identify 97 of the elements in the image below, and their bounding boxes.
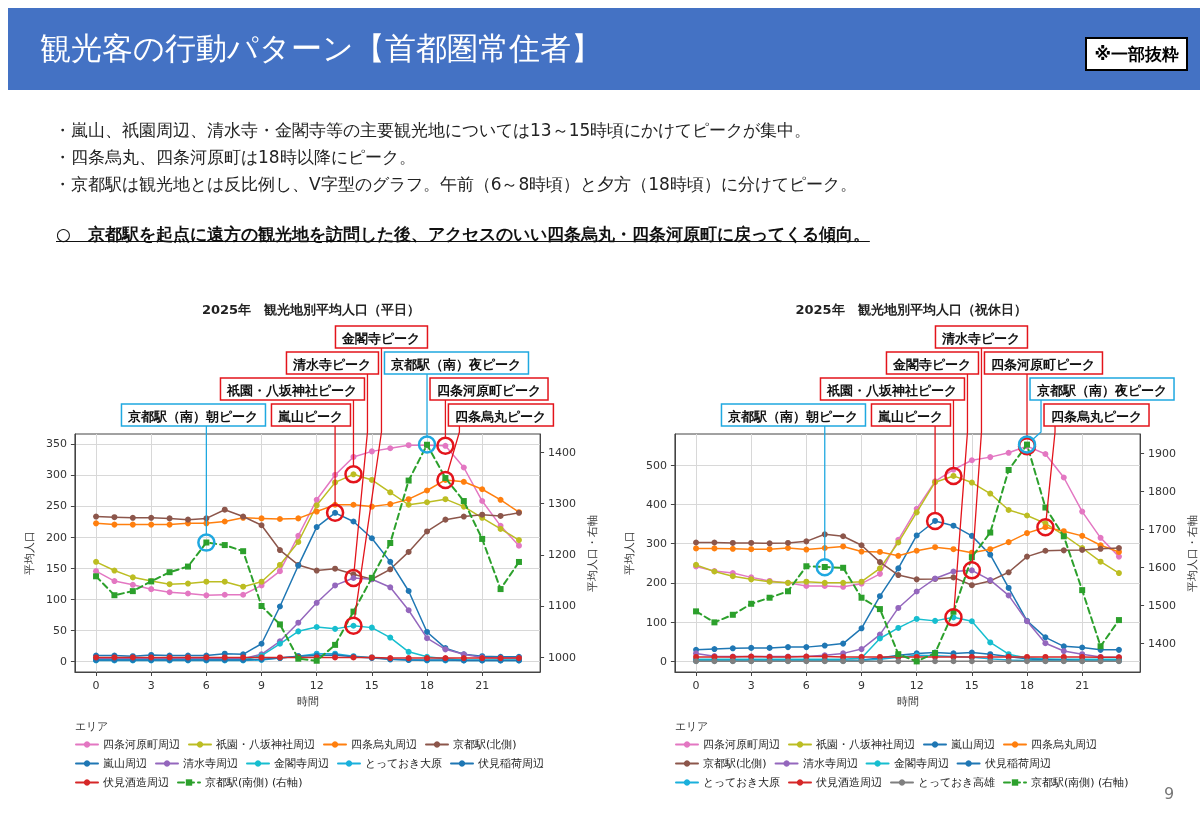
legend-label: 京都駅(南側) (右軸) [1031, 776, 1129, 789]
annotation: 清水寺ピーク [941, 330, 1021, 346]
annotation: 京都駅（南）朝ピーク [127, 408, 259, 424]
text: ※一部抜粋 [1085, 37, 1188, 71]
legend-label: 四条烏丸周辺 [1031, 738, 1097, 751]
legend-label: とっておき高雄 [918, 776, 995, 789]
annotation: 嵐山ピーク [277, 408, 344, 424]
x-tick-label: 15 [364, 679, 379, 692]
legend-label: 四条烏丸周辺 [351, 738, 417, 751]
x-tick-label: 18 [1020, 679, 1035, 692]
annotation: 嵐山ピーク [877, 408, 944, 424]
y2-tick-label: 1700 [1148, 523, 1177, 536]
legend-label: 清水寺周辺 [802, 757, 858, 770]
legend-label: 祇園・八坂神社周辺 [816, 738, 915, 751]
legend-label: 清水寺周辺 [183, 757, 238, 770]
x-axis-title: 時間 [896, 695, 919, 708]
text: ・京都駅は観光地とは反比例し、V字型のグラフ。午前（6～8時頃）と夕方（18時頃）に分けてピーク。 [54, 173, 857, 196]
legend-label: 嵐山周辺 [103, 757, 147, 770]
x-tick-label: 9 [858, 679, 866, 692]
y-tick-label: 500 [645, 458, 667, 472]
y-axis-title: 平均人口 [23, 531, 36, 575]
y-tick-label: 250 [45, 499, 67, 513]
x-tick-label: 18 [420, 679, 435, 692]
x-axis-title: 時間 [296, 695, 319, 708]
annotation: 清水寺ピーク [292, 356, 372, 372]
legend-label: 金閣寺周辺 [893, 757, 949, 770]
legend-label: とっておき大原 [703, 776, 780, 789]
y-tick-label: 0 [59, 654, 67, 668]
y-tick-label: 350 [45, 437, 67, 451]
y2-axis-title: 平均人口・右軸 [586, 514, 599, 592]
legend-label: 伏見酒造周辺 [816, 776, 882, 789]
annotation: 京都駅（南）夜ピーク [1036, 382, 1168, 398]
y2-tick-label: 1500 [1148, 598, 1177, 612]
annotation: 金閣寺ピーク [341, 330, 421, 346]
y-tick-label: 200 [45, 530, 67, 544]
legend-label: 伏見稲荷周辺 [984, 757, 1051, 770]
y2-tick-label: 1900 [1148, 447, 1177, 461]
y-axis-title: 平均人口 [623, 531, 636, 575]
legend-label: 四条河原町周辺 [703, 738, 780, 751]
annotation: 四条烏丸ピーク [455, 408, 547, 424]
annotation: 四条河原町ピーク [991, 356, 1096, 372]
legend-label: 伏見稲荷周辺 [478, 757, 544, 770]
annotation: 金閣寺ピーク [892, 356, 972, 372]
x-tick-label: 21 [475, 679, 490, 692]
text: ・嵐山、祇園周辺、清水寺・金閣寺等の主要観光地については13～15時頃にかけてピークが集中。 [54, 119, 812, 142]
y-tick-label: 150 [45, 561, 67, 575]
legend-label: とっておき大原 [365, 757, 442, 770]
text: 9 [1164, 784, 1175, 803]
x-tick-label: 0 [692, 679, 700, 692]
annotation: 京都駅（南）夜ピーク [390, 356, 522, 372]
x-tick-label: 0 [92, 679, 100, 692]
x-tick-label: 3 [147, 679, 155, 692]
annotation: 四条烏丸ピーク [1051, 408, 1143, 424]
y2-tick-label: 1400 [548, 445, 577, 459]
y-tick-label: 50 [52, 623, 67, 637]
x-tick-label: 9 [258, 679, 266, 692]
x-tick-label: 6 [802, 679, 810, 692]
x-tick-label: 6 [202, 679, 210, 692]
y-tick-label: 100 [645, 615, 667, 629]
legend-label: 嵐山周辺 [951, 738, 995, 751]
x-tick-label: 15 [964, 679, 979, 692]
annotation: 祇園・八坂神社ピーク [826, 382, 958, 398]
y-tick-label: 100 [45, 592, 67, 606]
text: ○ 京都駅を起点に遠方の観光地を訪問した後、アクセスのいい四条烏丸・四条河原町に戻ってくる傾向。 [56, 223, 870, 246]
y-tick-label: 200 [645, 576, 667, 590]
x-tick-label: 12 [909, 679, 924, 692]
annotation: 祇園・八坂神社ピーク [226, 382, 358, 398]
y-tick-label: 300 [645, 537, 667, 551]
chart-title: 2025年 観光地別平均人口（平日） [201, 302, 421, 317]
x-tick-label: 21 [1075, 679, 1090, 692]
legend-title: エリア [75, 720, 108, 733]
text: 観光客の行動パターン【首都圏常住者】 [40, 29, 602, 68]
y2-tick-label: 1600 [1148, 560, 1177, 574]
y-tick-label: 400 [645, 498, 667, 512]
y2-tick-label: 1000 [548, 650, 577, 664]
y2-tick-label: 1800 [1148, 485, 1177, 499]
y-tick-label: 0 [659, 654, 667, 668]
legend-title: エリア [675, 720, 708, 733]
legend-label: 京都駅(南側) (右軸) [205, 776, 303, 789]
y2-tick-label: 1100 [548, 599, 577, 613]
y-tick-label: 300 [45, 468, 67, 482]
y2-tick-label: 1400 [1148, 636, 1177, 650]
y2-tick-label: 1200 [548, 548, 577, 562]
x-tick-label: 12 [309, 679, 324, 692]
annotation: 四条河原町ピーク [437, 382, 542, 398]
legend-label: 伏見酒造周辺 [103, 776, 169, 789]
text: ・四条烏丸、四条河原町は18時以降にピーク。 [54, 146, 416, 169]
legend-label: 四条河原町周辺 [103, 738, 180, 751]
legend-label: 京都駅(北側) [453, 738, 517, 751]
y2-tick-label: 1300 [548, 497, 577, 511]
chart-title: 2025年 観光地別平均人口（祝休日） [795, 302, 1027, 317]
annotation: 京都駅（南）朝ピーク [727, 408, 859, 424]
legend-label: 金閣寺周辺 [274, 757, 329, 770]
y2-axis-title: 平均人口・右軸 [1186, 514, 1199, 592]
x-tick-label: 3 [747, 679, 755, 692]
legend-label: 京都駅(北側) [703, 757, 767, 770]
legend-label: 祇園・八坂神社周辺 [216, 738, 315, 751]
